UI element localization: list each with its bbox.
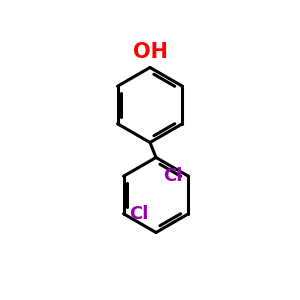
- Text: OH: OH: [133, 42, 167, 62]
- Text: Cl: Cl: [130, 205, 149, 223]
- Text: Cl: Cl: [163, 167, 182, 185]
